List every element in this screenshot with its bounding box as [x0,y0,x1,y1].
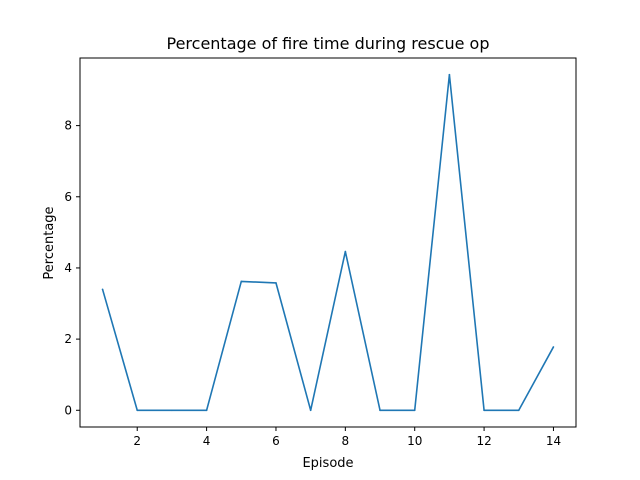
chart-title: Percentage of fire time during rescue op [167,34,490,53]
data-point [552,346,555,348]
y-tick-label: 0 [64,403,72,417]
data-point [205,409,208,412]
data-point [413,409,416,412]
data-point [517,409,520,412]
x-axis-ticks: 2 4 6 8 10 12 14 [133,427,561,448]
x-tick-label: 14 [546,434,561,448]
y-axis-ticks: 0 2 4 6 8 [64,119,80,417]
data-point [101,288,104,291]
y-tick-label: 2 [64,332,72,346]
plot-frame [79,57,577,428]
y-axis-label: Percentage [42,206,57,279]
data-point [448,73,451,76]
data-point [240,280,243,283]
data-point [275,282,277,284]
x-tick-label: 8 [342,434,350,448]
x-tick-label: 4 [203,434,211,448]
series-line [101,73,555,412]
x-tick-label: 2 [133,434,141,448]
series-layer [101,73,555,412]
x-tick-label: 12 [476,434,491,448]
data-point [136,409,139,412]
data-point [309,409,312,412]
data-point [379,409,381,412]
data-point [171,409,173,412]
x-axis-label: Episode [302,456,353,471]
plot-area [79,57,577,428]
y-tick-label: 4 [64,261,72,275]
y-tick-label: 8 [64,119,72,133]
y-tick-label: 6 [64,190,72,204]
data-point [344,250,347,253]
x-tick-label: 6 [272,434,280,448]
data-point [483,409,485,412]
x-tick-label: 10 [407,434,422,448]
